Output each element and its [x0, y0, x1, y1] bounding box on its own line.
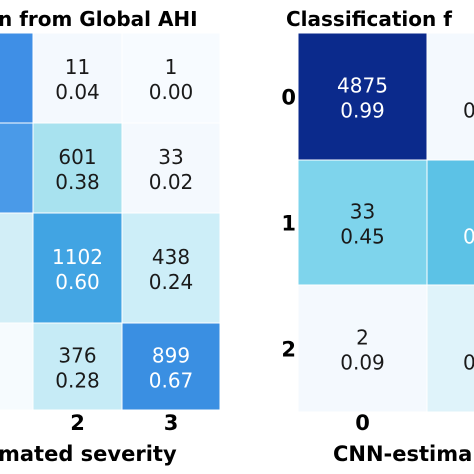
cell-count-label: 1102 — [52, 245, 103, 269]
cell-fraction-label: 0.04 — [55, 80, 100, 104]
heatmap-cell: 110.04 — [32, 32, 123, 124]
left-heatmap-panel: n from Global AHI 58110.0410.00176010.38… — [0, 7, 221, 466]
cell-fraction-label: 0.45 — [340, 225, 385, 249]
heatmap-cell: 330.45 — [297, 159, 428, 286]
heatmap-cell-rect — [426, 159, 474, 286]
cell-count-label: 11 — [65, 55, 90, 79]
heatmap-cell-rect — [297, 159, 428, 286]
heatmap-cell-rect — [297, 284, 428, 413]
cell-fraction-label: 0 — [463, 351, 474, 375]
cell-fraction-label: 0 — [463, 225, 474, 249]
heatmap-cell: 20.09 — [297, 284, 428, 413]
heatmap-cell-rect — [0, 212, 34, 324]
heatmap-cell: 0 — [426, 32, 474, 161]
left-panel-xlabel: mated severity — [0, 442, 177, 466]
cell-fraction-label: 0 — [463, 99, 474, 123]
heatmap-cell-rect — [121, 32, 221, 124]
y-tick-label: 0 — [281, 86, 296, 110]
x-tick-label: 0 — [355, 411, 370, 435]
x-tick-label: 2 — [70, 411, 85, 435]
heatmap-cell-rect — [0, 122, 34, 214]
cell-count-label: 376 — [58, 344, 96, 368]
heatmap-cell-rect — [0, 32, 34, 124]
cell-count-label: 33 — [158, 145, 183, 169]
cell-fraction-label: 0.28 — [55, 369, 100, 393]
heatmap-cell-rect — [426, 284, 474, 413]
heatmap-cell-rect — [121, 212, 221, 324]
left-panel-title: n from Global AHI — [0, 7, 198, 31]
cell-fraction-label: 0.00 — [149, 80, 194, 104]
cell-count-label: 4875 — [337, 74, 388, 98]
x-tick-label: 3 — [164, 411, 179, 435]
cell-count-label: 1 — [165, 55, 178, 79]
cell-count-label: 33 — [350, 200, 375, 224]
heatmap-cell: 0 — [426, 284, 474, 413]
cell-fraction-label: 0.38 — [55, 170, 100, 194]
heatmap-cell: 0 — [426, 159, 474, 286]
heatmap-cell-rect — [0, 322, 34, 411]
right-panel-xlabel: CNN-estima — [333, 442, 472, 466]
cell-count-label: 899 — [152, 344, 190, 368]
cell-fraction-label: 0.99 — [340, 99, 385, 123]
cell-count-label: 2 — [356, 326, 369, 350]
heatmap-cell-rect — [121, 322, 221, 411]
cell-fraction-label: 0.02 — [149, 170, 194, 194]
y-tick-label: 1 — [281, 212, 296, 236]
heatmap-cell-rect — [426, 32, 474, 161]
cell-count-label: 438 — [152, 245, 190, 269]
cell-count-label: 601 — [58, 145, 96, 169]
heatmap-cell: 10.00 — [121, 32, 221, 124]
heatmap-cell-rect — [32, 212, 123, 324]
heatmap-cell-rect — [32, 322, 123, 411]
heatmap-cell-rect — [297, 32, 428, 161]
cell-fraction-label: 0.09 — [340, 351, 385, 375]
cell-fraction-label: 0.60 — [55, 270, 100, 294]
y-tick-label: 2 — [281, 338, 296, 362]
right-panel-title: Classification f — [286, 7, 452, 31]
cell-fraction-label: 0.67 — [149, 369, 194, 393]
cell-fraction-label: 0.24 — [149, 270, 194, 294]
heatmap-cell: 330.02 — [121, 122, 221, 214]
